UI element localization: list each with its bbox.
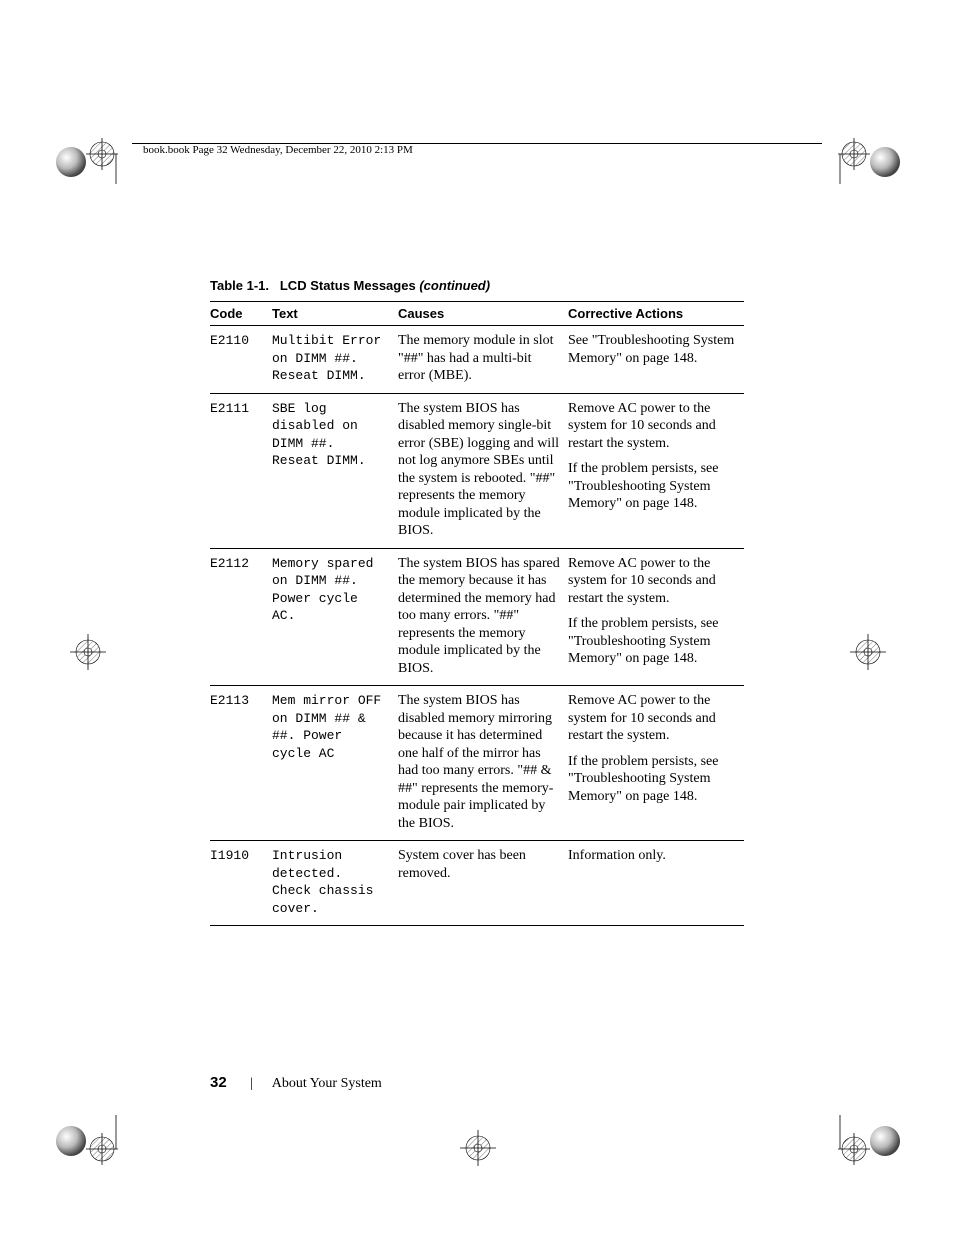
crop-mark-top-left bbox=[54, 138, 124, 184]
cell-code: E2111 bbox=[210, 393, 272, 548]
cell-code: E2113 bbox=[210, 686, 272, 841]
crop-mark-top-right bbox=[832, 138, 902, 184]
table-row: E2113Mem mirror OFF on DIMM ## & ##. Pow… bbox=[210, 686, 744, 841]
cell-text: Intrusion detected. Check chassis cover. bbox=[272, 841, 398, 926]
cell-text: SBE log disabled on DIMM ##. Reseat DIMM… bbox=[272, 393, 398, 548]
cell-causes: The system BIOS has disabled memory sing… bbox=[398, 393, 568, 548]
table-header-row: Code Text Causes Corrective Actions bbox=[210, 302, 744, 326]
cell-text: Multibit Error on DIMM ##. Reseat DIMM. bbox=[272, 326, 398, 394]
crop-mark-bottom-center bbox=[458, 1128, 498, 1168]
col-code: Code bbox=[210, 302, 272, 326]
cell-causes: System cover has been removed. bbox=[398, 841, 568, 926]
cell-action: Information only. bbox=[568, 841, 744, 926]
caption-prefix: Table 1-1. bbox=[210, 278, 269, 293]
cell-action: Remove AC power to the system for 10 sec… bbox=[568, 686, 744, 841]
col-causes: Causes bbox=[398, 302, 568, 326]
table-row: E2112Memory spared on DIMM ##. Power cyc… bbox=[210, 548, 744, 686]
cell-text: Mem mirror OFF on DIMM ## & ##. Power cy… bbox=[272, 686, 398, 841]
cell-action: See "Troubleshooting System Memory" on p… bbox=[568, 326, 744, 394]
cell-text: Memory spared on DIMM ##. Power cycle AC… bbox=[272, 548, 398, 686]
running-header: book.book Page 32 Wednesday, December 22… bbox=[143, 144, 413, 156]
crop-mark-bottom-left bbox=[54, 1115, 124, 1165]
page-footer: 32 | About Your System bbox=[210, 1074, 382, 1092]
table-row: E2111SBE log disabled on DIMM ##. Reseat… bbox=[210, 393, 744, 548]
cell-action: Remove AC power to the system for 10 sec… bbox=[568, 393, 744, 548]
status-messages-table: Code Text Causes Corrective Actions E211… bbox=[210, 301, 744, 926]
crop-mark-mid-right bbox=[848, 632, 888, 672]
caption-suffix: (continued) bbox=[419, 278, 490, 293]
col-text: Text bbox=[272, 302, 398, 326]
cell-causes: The memory module in slot "##" has had a… bbox=[398, 326, 568, 394]
col-action: Corrective Actions bbox=[568, 302, 744, 326]
cell-causes: The system BIOS has spared the memory be… bbox=[398, 548, 568, 686]
caption-title: LCD Status Messages bbox=[280, 278, 416, 293]
table-row: I1910Intrusion detected. Check chassis c… bbox=[210, 841, 744, 926]
cell-code: I1910 bbox=[210, 841, 272, 926]
footer-divider: | bbox=[230, 1076, 269, 1091]
table-caption: Table 1-1. LCD Status Messages (continue… bbox=[210, 278, 744, 293]
cell-code: E2112 bbox=[210, 548, 272, 686]
cell-action: Remove AC power to the system for 10 sec… bbox=[568, 548, 744, 686]
cell-code: E2110 bbox=[210, 326, 272, 394]
crop-mark-mid-left bbox=[68, 632, 108, 672]
table-row: E2110Multibit Error on DIMM ##. Reseat D… bbox=[210, 326, 744, 394]
crop-mark-bottom-right bbox=[832, 1115, 902, 1165]
footer-section: About Your System bbox=[272, 1076, 382, 1091]
page-number: 32 bbox=[210, 1074, 227, 1091]
cell-causes: The system BIOS has disabled memory mirr… bbox=[398, 686, 568, 841]
